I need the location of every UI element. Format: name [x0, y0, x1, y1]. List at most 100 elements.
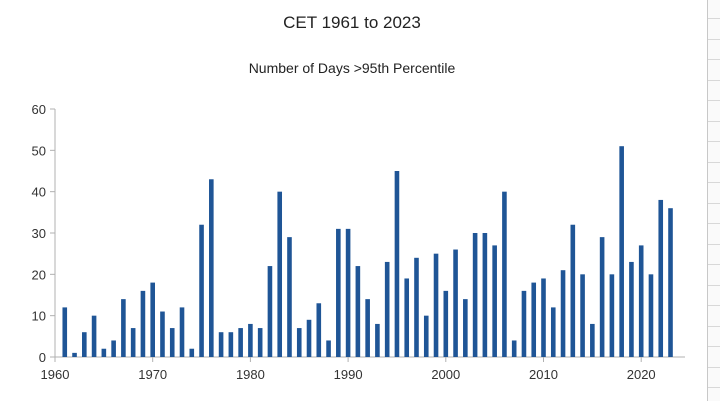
bar-1966: [111, 340, 116, 357]
bar-2016: [599, 237, 605, 357]
y-tick-label: 10: [32, 309, 46, 324]
bar-1994: [384, 261, 390, 357]
bar-1979: [238, 328, 243, 357]
x-tick-label: 2020: [627, 367, 656, 382]
bar-1991: [355, 266, 361, 357]
bar-1974: [189, 348, 195, 357]
bar-1965: [101, 348, 107, 357]
bar-1986: [306, 319, 312, 357]
gridline: [708, 223, 720, 224]
bar-1996: [404, 278, 410, 357]
bar-2010: [541, 278, 546, 357]
x-tick-label: 2000: [431, 367, 460, 382]
gridline: [708, 203, 720, 204]
bar-2014: [580, 274, 585, 357]
bar-2003: [472, 233, 478, 357]
bar-1997: [414, 257, 419, 357]
y-tick-label: 20: [32, 267, 46, 282]
gridline: [708, 59, 720, 60]
gridline: [708, 18, 720, 19]
y-tick-label: 40: [32, 185, 46, 200]
y-tick-label: 30: [32, 226, 46, 241]
gridline: [708, 285, 720, 286]
bar-2020: [638, 245, 644, 357]
bar-2005: [492, 245, 497, 357]
bar-2004: [482, 233, 488, 357]
bar-2017: [609, 274, 615, 357]
bar-2006: [502, 191, 507, 357]
bar-1988: [326, 340, 331, 357]
bar-1998: [423, 315, 429, 357]
bar-1976: [209, 179, 214, 357]
bars: [62, 146, 673, 357]
gridline: [708, 244, 720, 245]
bar-1999: [433, 253, 439, 357]
x-tick-label: 1980: [236, 367, 265, 382]
x-tick-label: 1960: [41, 367, 70, 382]
bar-2001: [453, 249, 458, 357]
gridline: [708, 141, 720, 142]
bar-1973: [179, 307, 185, 357]
gridline: [708, 39, 720, 40]
bar-1984: [287, 237, 292, 357]
bar-2021: [648, 274, 654, 357]
gridline: [708, 346, 720, 347]
bar-1971: [160, 311, 165, 357]
bar-1995: [394, 171, 400, 357]
gridline: [708, 100, 720, 101]
gridline: [708, 182, 720, 183]
bar-2007: [511, 340, 517, 357]
bar-1962: [72, 352, 77, 357]
bar-1987: [316, 303, 322, 357]
bar-1990: [345, 228, 351, 357]
bar-1982: [267, 266, 273, 357]
bar-1967: [121, 299, 126, 357]
bar-2011: [550, 307, 556, 357]
gridline: [708, 326, 720, 327]
y-tick-label: 0: [39, 350, 46, 365]
spreadsheet-edge: [707, 0, 720, 401]
bar-1980: [248, 323, 253, 357]
bar-1972: [169, 328, 175, 357]
bar-1968: [130, 328, 136, 357]
bar-1961: [62, 307, 68, 357]
x-tick-label: 1990: [334, 367, 363, 382]
bar-2018: [619, 146, 624, 357]
bar-1985: [296, 328, 302, 357]
gridline: [708, 162, 720, 163]
bar-1964: [91, 315, 97, 357]
bar-2022: [658, 199, 664, 357]
bar-1977: [218, 332, 224, 357]
bar-1975: [199, 224, 204, 357]
gridline: [708, 80, 720, 81]
axes: 0 10 20 30 40 50 60 1960 1970 1980 1990 2000 2010 202…: [32, 102, 685, 382]
bar-2012: [560, 270, 566, 357]
chart-title: CET 1961 to 2023: [283, 13, 421, 32]
gridline: [708, 264, 720, 265]
bar-2019: [629, 261, 634, 357]
bar-2013: [570, 224, 576, 357]
bar-2000: [443, 290, 449, 357]
y-tick-label: 60: [32, 102, 46, 117]
gridline: [708, 305, 720, 306]
bar-1969: [140, 290, 146, 357]
bar-1981: [257, 328, 263, 357]
bar-2009: [531, 282, 537, 357]
bar-1978: [228, 332, 234, 357]
chart-subtitle: Number of Days >95th Percentile: [249, 60, 456, 76]
gridline: [708, 367, 720, 368]
bar-1992: [365, 299, 370, 357]
gridline: [708, 387, 720, 388]
bar-1983: [277, 191, 283, 357]
x-tick-label: 1970: [138, 367, 167, 382]
y-tick-label: 50: [32, 143, 46, 158]
x-tick-label: 2010: [529, 367, 558, 382]
bar-1970: [150, 282, 155, 357]
bar-2023: [668, 208, 673, 357]
bar-1989: [336, 228, 341, 357]
bar-2015: [590, 323, 595, 357]
bar-1993: [375, 323, 380, 357]
bar-2008: [521, 290, 527, 357]
